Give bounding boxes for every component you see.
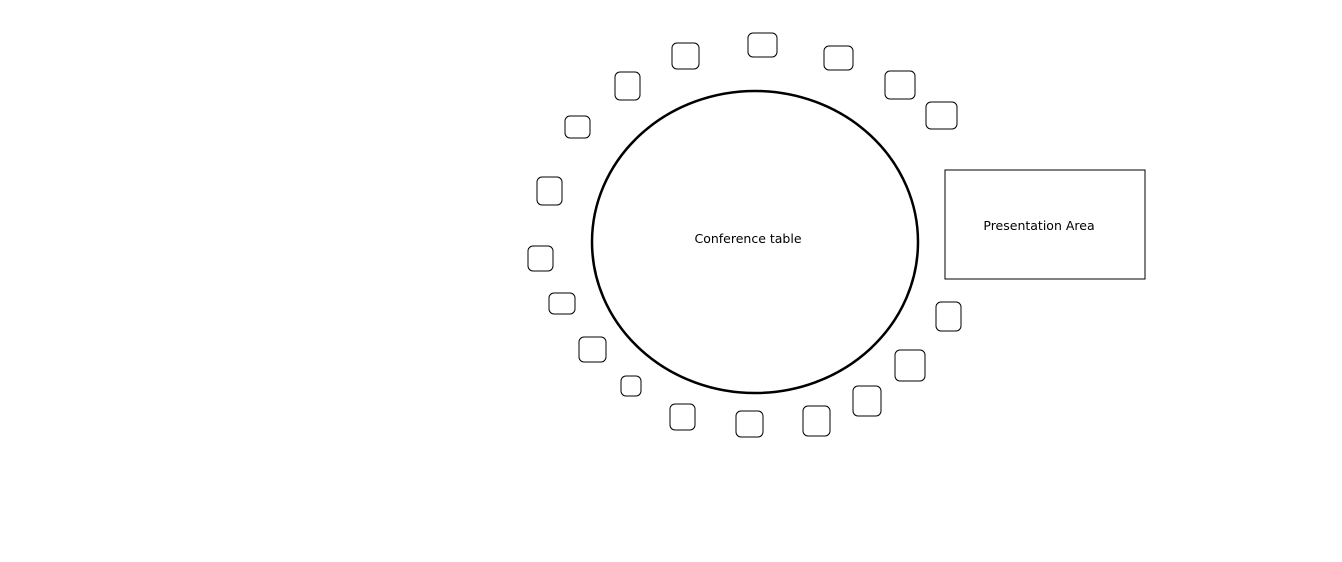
chair: [735, 410, 764, 438]
chair: [527, 245, 554, 272]
chair: [802, 405, 831, 437]
chair: [894, 349, 926, 382]
conference-table: [590, 89, 920, 395]
presentation-area: [944, 169, 1146, 280]
chair: [884, 70, 916, 100]
chair: [614, 71, 641, 101]
chair: [925, 101, 958, 130]
chairs: [527, 32, 962, 438]
chair: [671, 42, 700, 70]
chair: [578, 336, 607, 363]
presentation-area-label: Presentation Area: [983, 218, 1094, 233]
chair: [823, 45, 854, 71]
conference-table-label: Conference table: [694, 231, 801, 246]
chair: [852, 385, 882, 417]
chair: [747, 32, 778, 58]
chair: [935, 301, 962, 332]
chair: [564, 115, 591, 139]
chair: [536, 176, 563, 206]
chair: [548, 292, 576, 315]
chair: [620, 375, 642, 397]
chair: [669, 403, 696, 431]
